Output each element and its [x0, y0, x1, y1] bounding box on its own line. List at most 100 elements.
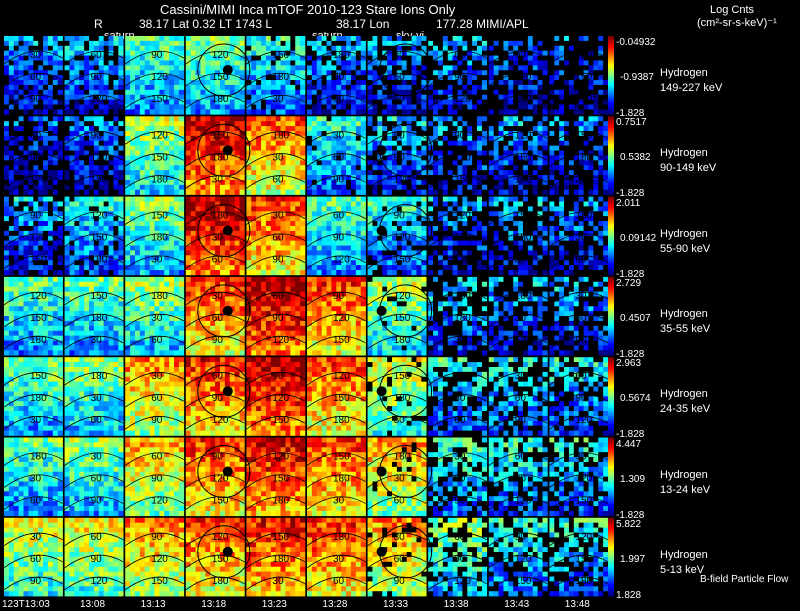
- heatmap-cell: [285, 105, 290, 110]
- heatmap-cell: [48, 85, 53, 90]
- heatmap-cell: [174, 100, 179, 105]
- heatmap-cell: [387, 109, 392, 114]
- heatmap-cell: [322, 141, 327, 146]
- heatmap-cell: [191, 109, 196, 114]
- heatmap-cell: [603, 109, 608, 114]
- heatmap-cell: [327, 197, 332, 202]
- heatmap-cell: [559, 65, 564, 70]
- heatmap-cell: [19, 65, 24, 70]
- heatmap-cell: [266, 155, 271, 160]
- heatmap-cell: [503, 46, 508, 51]
- heatmap-cell: [186, 155, 191, 160]
- heatmap-cell: [276, 165, 281, 170]
- heatmap-cell: [220, 197, 225, 202]
- heatmap-cell: [421, 65, 426, 70]
- heatmap-cell: [513, 60, 518, 65]
- heatmap-cell: [499, 185, 504, 190]
- heatmap-cell: [368, 121, 373, 126]
- heatmap-cell: [125, 131, 130, 136]
- heatmap-cell: [508, 160, 513, 165]
- heatmap-cell: [99, 265, 104, 270]
- heatmap-cell: [508, 136, 513, 141]
- heatmap-cell: [104, 121, 109, 126]
- heatmap-cell: [169, 36, 174, 41]
- heatmap-cell: [251, 226, 256, 231]
- heatmap-cell: [489, 75, 494, 80]
- heatmap-cell: [205, 36, 210, 41]
- heatmap-cell: [256, 95, 261, 100]
- heatmap-cell: [564, 41, 569, 46]
- heatmap-cell: [135, 246, 140, 251]
- heatmap-cell: [164, 221, 169, 226]
- heatmap-cell: [145, 206, 150, 211]
- heatmap-cell: [113, 56, 118, 61]
- heatmap-cell: [240, 146, 245, 151]
- heatmap-cell: [428, 121, 433, 126]
- heatmap-cell: [467, 60, 472, 65]
- heatmap-cell: [438, 185, 443, 190]
- heatmap-cell: [174, 141, 179, 146]
- heatmap-cell: [588, 170, 593, 175]
- heatmap-cell: [58, 109, 63, 114]
- heatmap-cell: [290, 109, 295, 114]
- heatmap-cell: [261, 60, 266, 65]
- heatmap-cell: [84, 90, 89, 95]
- heatmap-cell: [256, 241, 261, 246]
- heatmap-cell: [130, 85, 135, 90]
- heatmap-cell: [295, 265, 300, 270]
- heatmap-cell: [407, 160, 412, 165]
- heatmap-cell: [251, 250, 256, 255]
- heatmap-cell: [295, 206, 300, 211]
- heatmap-cell: [53, 221, 58, 226]
- heatmap-cell: [554, 131, 559, 136]
- heatmap-cell: [235, 116, 240, 121]
- heatmap-cell: [295, 185, 300, 190]
- heatmap-cell: [579, 116, 584, 121]
- heatmap-cell: [351, 201, 356, 206]
- heatmap-cell: [140, 206, 145, 211]
- heatmap-cell: [564, 109, 569, 114]
- heatmap-cell: [174, 197, 179, 202]
- heatmap-cell: [145, 116, 150, 121]
- heatmap-cell: [421, 185, 426, 190]
- heatmap-cell: [518, 65, 523, 70]
- heatmap-cell: [9, 126, 14, 131]
- heatmap-cell: [433, 146, 438, 151]
- heatmap-cell: [186, 250, 191, 255]
- heatmap-cell: [307, 175, 312, 180]
- heatmap-cell: [448, 146, 453, 151]
- heatmap-cell: [372, 85, 377, 90]
- heatmap-cell: [186, 255, 191, 260]
- heatmap-cell: [256, 197, 261, 202]
- heatmap-cell: [312, 116, 317, 121]
- heatmap-cell: [89, 141, 94, 146]
- heatmap-cell: [48, 201, 53, 206]
- heatmap-cell: [503, 105, 508, 110]
- heatmap-cell: [240, 116, 245, 121]
- heatmap-cell: [33, 270, 38, 275]
- heatmap-cell: [246, 126, 251, 131]
- heatmap-cell: [109, 109, 114, 114]
- heatmap-cell: [200, 116, 205, 121]
- heatmap-cell: [312, 221, 317, 226]
- heatmap-cell: [443, 100, 448, 105]
- heatmap-cell: [235, 197, 240, 202]
- heatmap-cell: [307, 51, 312, 56]
- heatmap-cell: [140, 100, 145, 105]
- heatmap-cell: [322, 80, 327, 85]
- heatmap-cell: [392, 65, 397, 70]
- heatmap-cell: [19, 80, 24, 85]
- heatmap-cell: [28, 109, 33, 114]
- heatmap-cell: [256, 65, 261, 70]
- heatmap-cell: [285, 236, 290, 241]
- heatmap-cell: [276, 197, 281, 202]
- heatmap-cell: [256, 85, 261, 90]
- heatmap-cell: [179, 36, 184, 41]
- heatmap-cell: [240, 270, 245, 275]
- heatmap-cell: [588, 185, 593, 190]
- heatmap-cell: [9, 265, 14, 270]
- heatmap-cell: [598, 100, 603, 105]
- heatmap-cell: [266, 160, 271, 165]
- heatmap-cell: [84, 226, 89, 231]
- heatmap-cell: [256, 70, 261, 75]
